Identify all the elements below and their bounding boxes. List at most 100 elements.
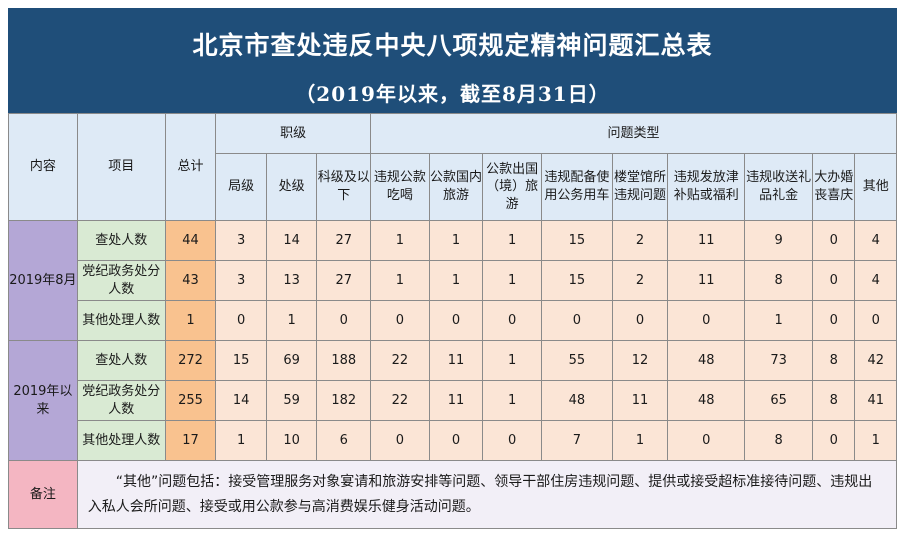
cell: 0 — [316, 300, 372, 341]
cell: 73 — [744, 340, 813, 381]
header-total: 总计 — [164, 113, 217, 221]
cell: 14 — [265, 220, 318, 261]
cell: 42 — [854, 340, 897, 381]
header-type-group: 问题类型 — [370, 113, 897, 154]
cell: 1 — [265, 300, 318, 341]
cell: 4 — [854, 260, 897, 301]
cell: 1 — [482, 340, 542, 381]
row-total: 255 — [164, 380, 217, 421]
cell: 0 — [854, 300, 897, 341]
row-total: 1 — [164, 300, 217, 341]
row-item: 其他处理人数 — [76, 420, 166, 461]
cell: 41 — [854, 380, 897, 421]
cell: 2 — [611, 260, 669, 301]
row-total: 17 — [164, 420, 217, 461]
cell: 15 — [215, 340, 267, 381]
row-item: 查处人数 — [76, 220, 166, 261]
table-row: 2019年8月 查处人数 44 3 14 27 1 1 1 15 2 11 9 … — [8, 220, 897, 341]
table-row: 2019年以来 查处人数 272 15 69 188 22 11 1 55 12… — [8, 340, 897, 461]
cell: 1 — [428, 260, 484, 301]
header-rank: 处级 — [265, 153, 318, 221]
cell: 0 — [215, 300, 267, 341]
header-type: 其他 — [854, 153, 897, 221]
title-banner: 北京市查处违反中央八项规定精神问题汇总表 （2019年以来，截至8月31日） — [8, 8, 897, 113]
row-total: 272 — [164, 340, 217, 381]
cell: 13 — [265, 260, 318, 301]
cell: 48 — [540, 380, 613, 421]
cell: 1 — [611, 420, 669, 461]
cell: 0 — [811, 420, 856, 461]
table-row: 其他处理人数 17 1 10 6 0 0 0 7 1 0 8 0 1 — [9, 420, 897, 461]
header-rank: 科级及以下 — [316, 153, 372, 221]
cell: 7 — [540, 420, 613, 461]
section-label: 2019年以来 — [8, 340, 78, 461]
header-rank-group: 职级 — [215, 113, 372, 154]
cell: 48 — [667, 340, 746, 381]
cell: 0 — [667, 420, 746, 461]
cell: 1 — [370, 220, 430, 261]
cell: 1 — [482, 220, 542, 261]
cell: 0 — [428, 300, 484, 341]
cell: 48 — [667, 380, 746, 421]
cell: 0 — [811, 300, 856, 341]
table-row: 党纪政务处分人数 43 3 13 27 1 1 1 15 2 11 8 0 4 — [9, 260, 897, 301]
cell: 1 — [428, 220, 484, 261]
cell: 9 — [744, 220, 813, 261]
header-rank: 局级 — [215, 153, 267, 221]
cell: 0 — [370, 300, 430, 341]
cell: 0 — [370, 420, 430, 461]
cell: 0 — [611, 300, 669, 341]
cell: 0 — [811, 260, 856, 301]
table-row: 党纪政务处分人数 255 14 59 182 22 11 1 48 11 48 … — [9, 380, 897, 421]
cell: 27 — [316, 260, 372, 301]
row-item: 其他处理人数 — [76, 300, 166, 341]
cell: 15 — [540, 260, 613, 301]
header-type: 公款国内旅游 — [428, 153, 484, 221]
cell: 55 — [540, 340, 613, 381]
note-row: 备注 “其他”问题包括：接受管理服务对象宴请和旅游安排等问题、领导干部住房违规问… — [8, 460, 898, 529]
cell: 27 — [316, 220, 372, 261]
cell: 2 — [611, 220, 669, 261]
header-type: 违规收送礼品礼金 — [744, 153, 813, 221]
note-label: 备注 — [8, 460, 78, 529]
cell: 22 — [370, 380, 430, 421]
cell: 4 — [854, 220, 897, 261]
cell: 1 — [482, 380, 542, 421]
cell: 6 — [316, 420, 372, 461]
cell: 1 — [370, 260, 430, 301]
cell: 0 — [540, 300, 613, 341]
cell: 11 — [428, 380, 484, 421]
page-title: 北京市查处违反中央八项规定精神问题汇总表 — [192, 31, 713, 60]
page-subtitle: （2019年以来，截至8月31日） — [295, 82, 610, 106]
note-text: “其他”问题包括：接受管理服务对象宴请和旅游安排等问题、领导干部住房违规问题、提… — [76, 460, 898, 529]
cell: 8 — [811, 340, 856, 381]
cell: 182 — [316, 380, 372, 421]
summary-table: 内容 项目 总计 职级 问题类型 局级 处级 科级及以下 违规公款吃喝 公款国内… — [8, 113, 898, 529]
cell: 3 — [215, 220, 267, 261]
header-type: 违规发放津补贴或福利 — [667, 153, 746, 221]
cell: 1 — [482, 260, 542, 301]
cell: 0 — [428, 420, 484, 461]
cell: 0 — [482, 420, 542, 461]
header-type: 违规配备使用公务用车 — [540, 153, 613, 221]
header-type: 违规公款吃喝 — [370, 153, 430, 221]
cell: 8 — [811, 380, 856, 421]
table-row: 其他处理人数 1 0 1 0 0 0 0 0 0 0 1 0 0 — [9, 300, 897, 341]
cell: 12 — [611, 340, 669, 381]
cell: 11 — [667, 260, 746, 301]
cell: 188 — [316, 340, 372, 381]
cell: 1 — [744, 300, 813, 341]
cell: 22 — [370, 340, 430, 381]
cell: 14 — [215, 380, 267, 421]
cell: 3 — [215, 260, 267, 301]
cell: 15 — [540, 220, 613, 261]
cell: 11 — [428, 340, 484, 381]
row-total: 43 — [164, 260, 217, 301]
cell: 0 — [482, 300, 542, 341]
cell: 11 — [667, 220, 746, 261]
header-content: 内容 — [8, 113, 78, 221]
cell: 69 — [265, 340, 318, 381]
row-item: 党纪政务处分人数 — [76, 380, 166, 421]
row-item: 党纪政务处分人数 — [76, 260, 166, 301]
